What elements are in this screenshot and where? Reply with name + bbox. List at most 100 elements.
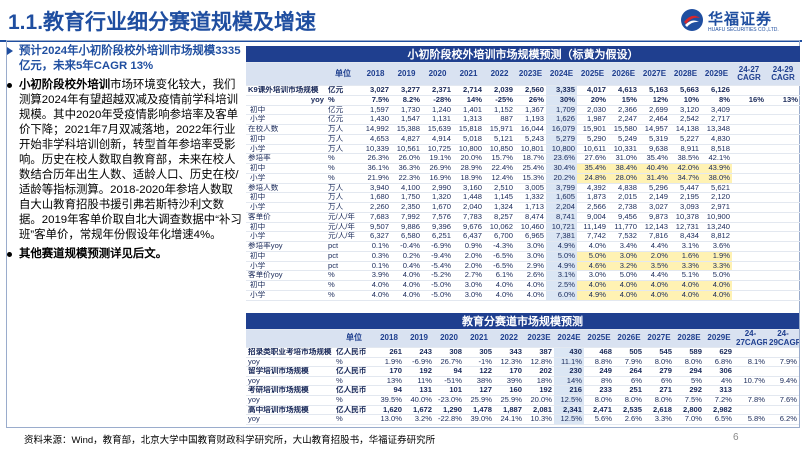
cell: 42.1% (701, 153, 732, 164)
row: 初中 pct 0.3% 0.2% -9.4% 2.0% -6.5% 3.0% 5.0% 5.0% 3… (246, 251, 800, 262)
cell: 在校人数 (246, 124, 326, 135)
cell: 6.0% (546, 290, 577, 301)
cell: 1,620 (374, 405, 404, 416)
cell: 9,396 (422, 222, 453, 233)
cell (732, 290, 766, 301)
cell: 305 (464, 347, 494, 358)
cell: 629 (704, 347, 734, 358)
bullet-text: 预计2024年小初阶段校外培训市场规模3335亿元，未来5年CAGR 13% (19, 45, 241, 72)
cell: 31.4% (639, 173, 670, 184)
row: yoy% 39.5% 40.0% -23.0% 25.9% 25.9% 20.0% 12.5%… (246, 395, 799, 406)
cell: yoy (246, 357, 334, 368)
cell: -51% (434, 376, 464, 387)
cell: yoy (246, 414, 334, 425)
cell: 2,040 (453, 202, 484, 213)
cell (766, 231, 800, 242)
cell: 16,079 (546, 124, 577, 135)
row: 初中 元/人/年 9,507 9,886 9,396 9,676 10,062 10,460 1… (246, 222, 800, 233)
cell: 12.5% (554, 395, 584, 406)
cell (732, 134, 766, 145)
cell: 22.3% (391, 173, 422, 184)
cell: 6.2% (767, 414, 799, 425)
cell: 万人 (326, 134, 360, 145)
cell: 20.0% (453, 153, 484, 164)
cell: 94 (374, 385, 404, 396)
cell: 11,770 (608, 222, 639, 233)
cell: 0.4% (391, 261, 422, 272)
cell: 160 (494, 385, 524, 396)
cell: 亿人民币 (334, 385, 374, 396)
cell: 元/人/年 (326, 212, 360, 223)
cell: 4.0% (391, 270, 422, 281)
header-cell: 2027E (644, 329, 674, 348)
cell: -5.0% (422, 290, 453, 301)
cell: 24.1% (494, 414, 524, 425)
cell: 元/人/年 (326, 231, 360, 242)
cell (732, 280, 766, 291)
cell: 4.0% (391, 280, 422, 291)
cell: pct (326, 251, 360, 262)
cell (766, 222, 800, 233)
cell: 4,838 (608, 183, 639, 194)
cell (766, 280, 800, 291)
cell: 1,670 (422, 202, 453, 213)
cell: 101 (434, 385, 464, 396)
cell: 参培率yoy (246, 241, 326, 252)
cell: 小学 (246, 231, 326, 242)
cell: 6,327 (360, 231, 391, 242)
cell: 4.0% (484, 290, 515, 301)
cell: 初中 (246, 134, 326, 145)
row: 留学培训市场规模 亿人民币 170 192 94 122 170 202 230 249 264 27… (246, 366, 799, 377)
cell: 3,799 (546, 183, 577, 194)
cell: 招录类职业考培市场规模 (246, 347, 334, 358)
cell: pct (326, 261, 360, 272)
cell: 8,474 (515, 212, 546, 223)
cell (732, 251, 766, 262)
cell: 6.1% (484, 270, 515, 281)
cell: 5,243 (515, 134, 546, 145)
cell: yoy (246, 95, 326, 106)
row: 高中培训市场规模 亿人民币 1,620 1,672 1,290 1,478 1,887 2,0… (246, 405, 799, 416)
header-cell: 2028E (670, 62, 701, 86)
cell: 7,992 (391, 212, 422, 223)
cell: 1.9% (701, 251, 732, 262)
cell: 18.9% (453, 173, 484, 184)
cell: 1.9% (374, 357, 404, 368)
cell: 5% (674, 376, 704, 387)
cell: 亿人民币 (334, 405, 374, 416)
cell: 3,409 (701, 105, 732, 116)
cell: 2,566 (577, 202, 608, 213)
cell: 11% (404, 376, 434, 387)
cell: 30% (546, 95, 577, 106)
cell: 小学 (246, 114, 326, 125)
cell: 243 (404, 347, 434, 358)
cell: 11.1% (554, 357, 584, 368)
cell: 3.1% (670, 241, 701, 252)
cell: 249 (584, 366, 614, 377)
cell: 1,313 (453, 114, 484, 125)
cell: 9.4% (767, 376, 799, 387)
cell (766, 153, 800, 164)
cell: 5,121 (484, 134, 515, 145)
cell (732, 85, 766, 96)
cell: 2,982 (704, 405, 734, 416)
cell: 5,447 (670, 183, 701, 194)
header-cell: 2021 (464, 329, 494, 348)
cell: 21.9% (360, 173, 391, 184)
logo: 华福证券 HUAFU SECURITIES CO.,LTD. (680, 8, 798, 36)
cell: 38.5% (670, 153, 701, 164)
cell: -23.0% (434, 395, 464, 406)
cell: -22.8% (434, 414, 464, 425)
cell: 1.6% (670, 251, 701, 262)
cell: 2,195 (670, 192, 701, 203)
header-cell: 2025E (577, 62, 608, 86)
cell: 13% (766, 95, 800, 106)
cell: 2,015 (608, 192, 639, 203)
cell: 38.0% (701, 173, 732, 184)
cell: 10,900 (701, 212, 732, 223)
cell: 14% (554, 376, 584, 387)
cell: 5,296 (639, 183, 670, 194)
cell: 3,940 (360, 183, 391, 194)
cell: 39% (494, 376, 524, 387)
cell: 16,044 (515, 124, 546, 135)
